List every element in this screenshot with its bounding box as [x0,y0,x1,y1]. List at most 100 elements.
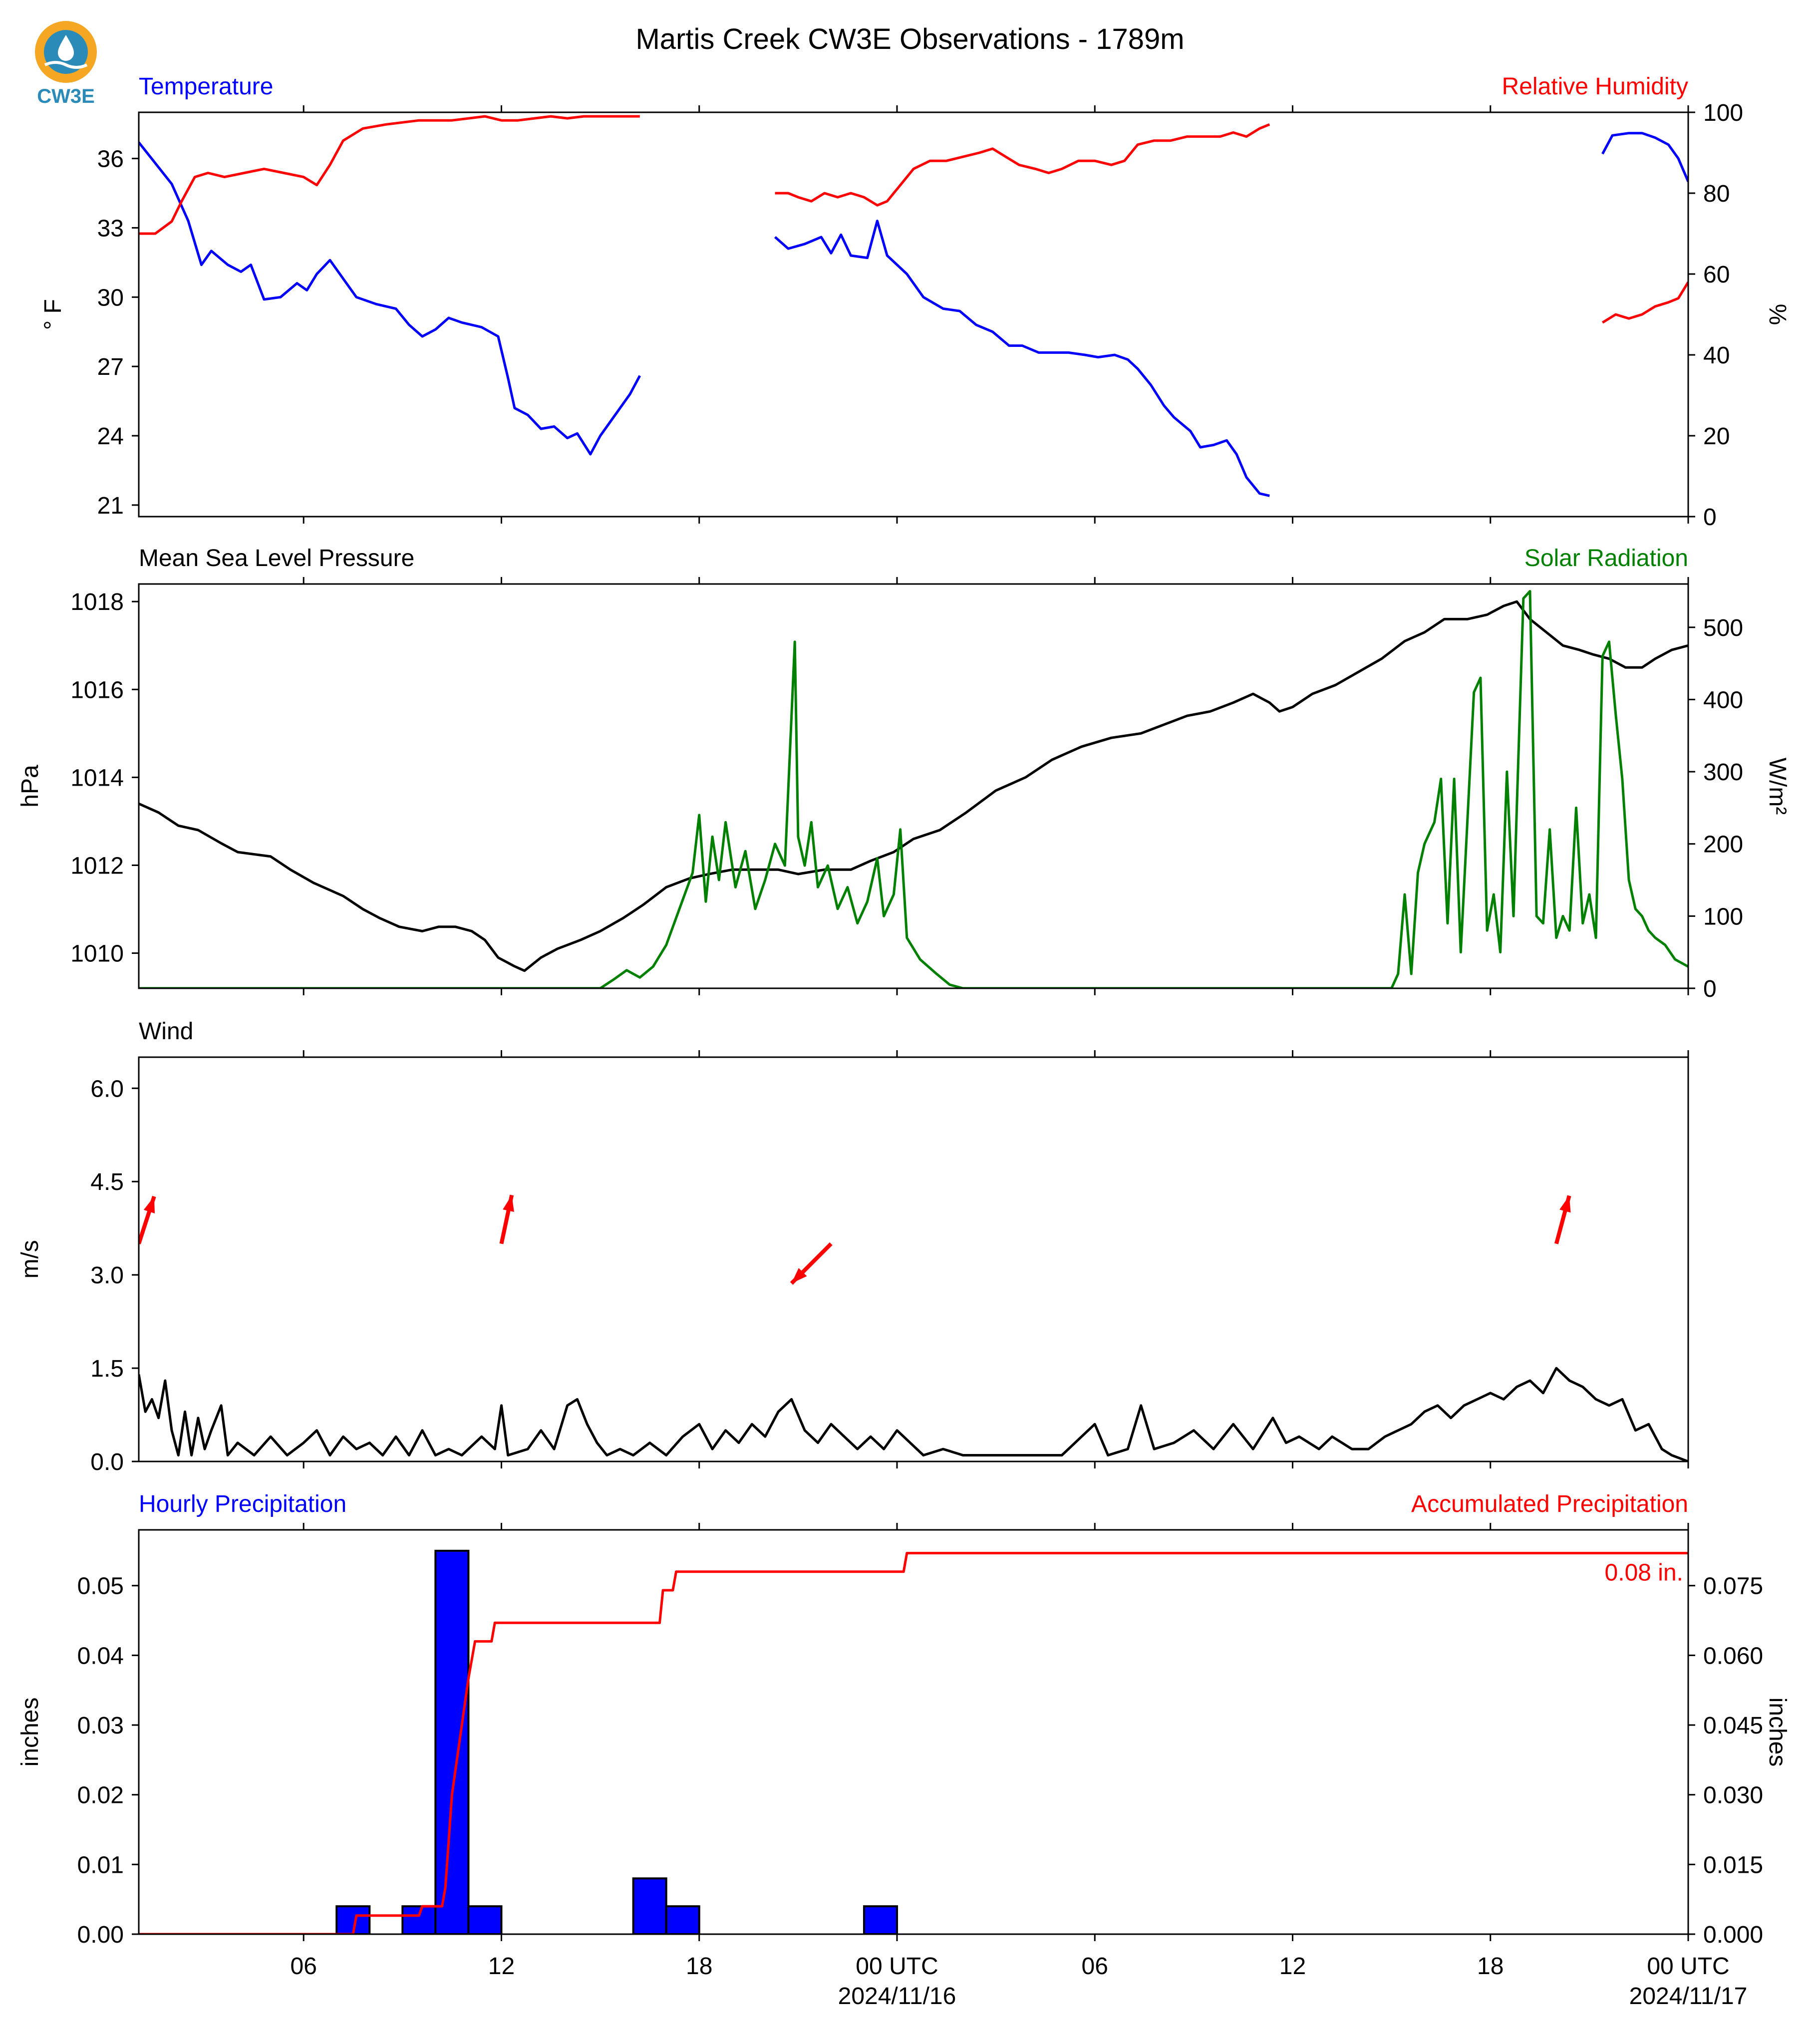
x-tick-label: 00 UTC [1647,1953,1729,1980]
y-tick-label-right: 60 [1703,262,1730,288]
series-line-mean-sea-level-pressure [139,600,1688,972]
y-tick-label-right: 300 [1703,759,1743,786]
logo-icon: CW3E [35,21,97,107]
precip-bar [434,1549,470,1934]
y-axis-label-left: hPa [17,765,43,808]
wind-arrow-head [143,1196,155,1214]
y-tick-label-right: 20 [1703,423,1730,450]
x-tick-label: 18 [1477,1953,1504,1980]
y-tick-label-left: 0.02 [77,1782,124,1809]
y-tick-label-left: 36 [97,146,124,173]
y-tick-label-left: 0.00 [77,1922,124,1948]
y-tick-label-right: 0.015 [1703,1852,1763,1878]
x-tick-label: 00 UTC [856,1953,938,1980]
y-tick-label-right: 400 [1703,687,1743,713]
wind-arrow-head [1559,1195,1571,1213]
y-tick-label-right: 0.000 [1703,1922,1763,1948]
y-tick-label-right: 0 [1703,504,1717,531]
series-line-temperature [774,220,1270,497]
x-tick-label: 18 [686,1953,712,1980]
y-tick-label-right: 100 [1703,100,1743,126]
x-date-label: 2024/11/17 [1629,1983,1748,2010]
series-line-solar-radiation [139,590,1688,988]
accumulated-total-label: 0.08 in. [1605,1560,1683,1586]
plot-area [139,115,1688,497]
panel-title-left: Temperature [139,73,273,100]
precip-bar [401,1905,437,1934]
y-tick-label-left: 0.04 [77,1643,124,1669]
panel-2: 1010 1012 1014 1016 1018 0 100 200 300 400 500 hPa W… [17,545,1791,1002]
y-tick-label-right: 0.045 [1703,1713,1763,1739]
plot-area [139,590,1688,988]
y-tick-label-left: 1012 [70,853,124,879]
panel-1: 21 24 27 30 33 36 0 20 40 60 80 100 ° F % Temperature R… [40,73,1791,531]
panel-frame [138,583,1689,989]
y-tick-label-right: 200 [1703,832,1743,858]
y-tick-label-right: 0.075 [1703,1573,1763,1600]
series-line-relative-humidity [1601,281,1688,324]
series-line-temperature [139,141,641,456]
y-tick-label-left: 1018 [70,589,124,615]
panels-group: 21 24 27 30 33 36 0 20 40 60 80 100 ° F % Temperature R… [17,73,1791,2010]
series-line-relative-humidity [139,115,640,235]
panel-frame [138,1056,1689,1462]
y-axis-label-left: m/s [17,1240,43,1278]
panel-title-right: Solar Radiation [1524,545,1688,572]
figure-title: Martis Creek CW3E Observations - 1789m [635,23,1184,55]
panel-title-right: Accumulated Precipitation [1411,1491,1688,1517]
precip-bar [632,1877,667,1934]
panel-title-right: Relative Humidity [1502,73,1688,100]
panel-frame [138,111,1689,518]
panel-frame [138,1529,1689,1935]
panel-title-left: Mean Sea Level Pressure [139,545,414,572]
y-tick-label-left: 33 [97,215,124,242]
panel-3: 0.0 1.5 3.0 4.5 6.0 m/s Wind [17,1018,1689,1475]
y-tick-label-right: 100 [1703,903,1743,930]
y-tick-label-left: 0.03 [77,1713,124,1739]
y-tick-label-left: 21 [97,493,124,519]
x-tick-label: 12 [1279,1953,1306,1980]
y-tick-label-right: 0.030 [1703,1782,1763,1809]
plot-area [139,1549,1688,1934]
y-tick-label-left: 1014 [70,765,124,791]
x-date-label: 2024/11/16 [838,1983,956,2010]
logo-droplet [58,35,74,61]
y-tick-label-left: 27 [97,354,124,380]
y-tick-label-left: 4.5 [90,1169,124,1195]
precip-bar [863,1905,898,1934]
precip-bar [467,1905,503,1934]
y-tick-label-right: 500 [1703,615,1743,641]
y-tick-label-right: 80 [1703,181,1730,207]
series-line-temperature [1601,132,1688,182]
y-tick-label-left: 30 [97,285,124,311]
y-axis-label-left: ° F [40,299,66,330]
y-tick-label-left: 1010 [70,941,124,967]
precip-bar [665,1905,700,1934]
logo-text: CW3E [37,85,95,107]
y-tick-label-left: 24 [97,423,124,450]
x-tick-label: 12 [488,1953,515,1980]
y-tick-label-left: 3.0 [90,1262,124,1289]
y-tick-label-right: 40 [1703,342,1730,369]
y-axis-label-right: W/m² [1764,758,1791,815]
x-tick-label: 06 [291,1953,317,1980]
y-tick-label-left: 1016 [70,677,124,703]
logo-wave [44,61,88,69]
y-tick-label-left: 0.05 [77,1573,124,1600]
x-tick-label: 06 [1082,1953,1108,1980]
y-axis-label-left: inches [17,1698,43,1767]
series-line-wind-speed [139,1367,1688,1461]
y-tick-label-right: 0 [1703,976,1717,1002]
wind-arrow-head [503,1195,514,1212]
cw3e-logo: CW3E [31,17,101,107]
y-tick-label-left: 1.5 [90,1356,124,1382]
series-line-relative-humidity [775,123,1270,207]
y-tick-label-left: 0.0 [90,1449,124,1475]
panel-title-left: Hourly Precipitation [139,1491,346,1517]
y-axis-label-right: inches [1764,1698,1791,1767]
y-tick-label-right: 0.060 [1703,1643,1763,1669]
panel-4: 0.00 0.01 0.02 0.03 0.04 0.05 0.000 0.015 0.030 0… [17,1491,1791,2010]
series-line-accumulated-precipitation [139,1552,1688,1934]
y-axis-label-right: % [1764,304,1791,325]
